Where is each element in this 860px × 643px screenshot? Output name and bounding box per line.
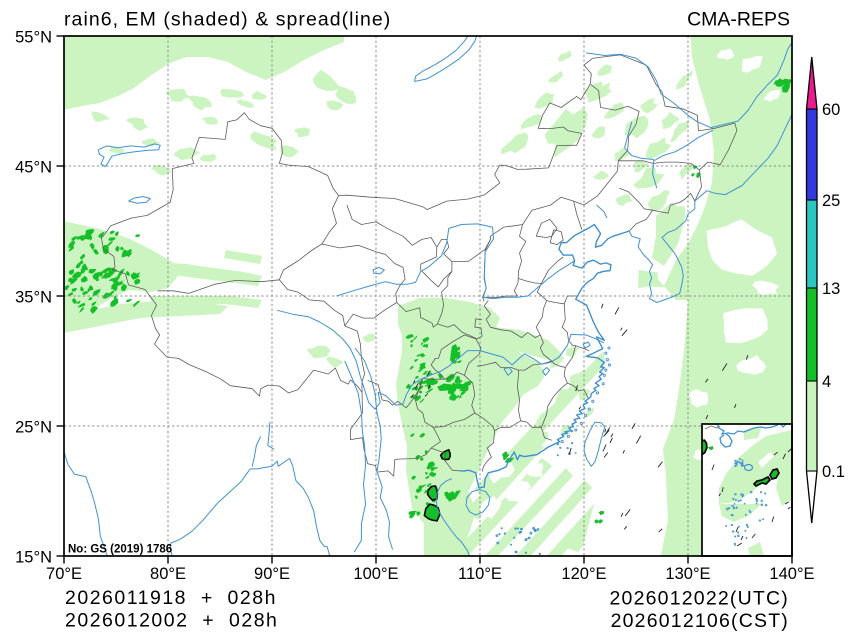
svg-text:13: 13 bbox=[822, 280, 840, 298]
svg-text:35°N: 35°N bbox=[15, 288, 52, 306]
svg-text:130°E: 130°E bbox=[665, 565, 710, 583]
svg-text:45°N: 45°N bbox=[15, 158, 52, 176]
svg-text:rain6, EM (shaded) & spread(li: rain6, EM (shaded) & spread(line) bbox=[64, 9, 391, 31]
svg-text:No: GS (2019) 1786: No: GS (2019) 1786 bbox=[68, 544, 172, 556]
svg-text:25: 25 bbox=[822, 192, 840, 210]
svg-text:55°N: 55°N bbox=[15, 28, 52, 46]
svg-text:70°E: 70°E bbox=[46, 565, 82, 583]
svg-text:90°E: 90°E bbox=[254, 565, 290, 583]
svg-text:60: 60 bbox=[822, 101, 840, 119]
svg-text:110°E: 110°E bbox=[458, 565, 502, 583]
svg-text:100°E: 100°E bbox=[353, 565, 398, 583]
svg-text:CMA-REPS: CMA-REPS bbox=[687, 9, 790, 31]
svg-text:2026012022(UTC): 2026012022(UTC) bbox=[609, 588, 789, 610]
svg-text:15°N: 15°N bbox=[15, 548, 52, 566]
svg-text:4: 4 bbox=[822, 373, 831, 391]
svg-text:2026012002 + 028h: 2026012002 + 028h bbox=[65, 610, 278, 632]
svg-text:0.1: 0.1 bbox=[822, 463, 845, 481]
svg-text:140°E: 140°E bbox=[769, 565, 814, 583]
svg-text:120°E: 120°E bbox=[561, 565, 606, 583]
svg-text:2026012106(CST): 2026012106(CST) bbox=[611, 610, 789, 632]
svg-text:25°N: 25°N bbox=[15, 418, 52, 436]
svg-text:2026011918 + 028h: 2026011918 + 028h bbox=[65, 587, 277, 609]
svg-text:80°E: 80°E bbox=[150, 565, 186, 583]
